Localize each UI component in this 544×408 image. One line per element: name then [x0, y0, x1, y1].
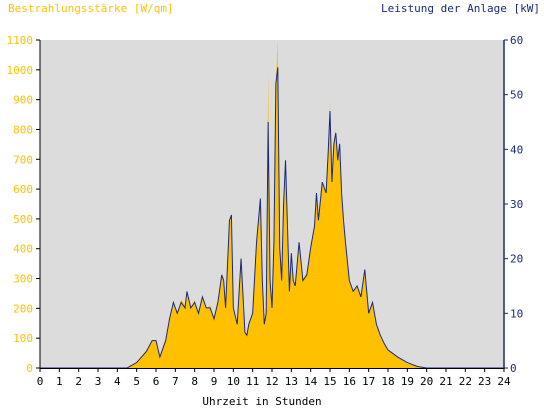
x-tick-label: 9: [211, 375, 218, 388]
y-left-tick-label: 600: [13, 183, 33, 196]
x-tick-label: 10: [227, 375, 240, 388]
y-right-tick-label: 30: [510, 198, 523, 211]
y-right-tick-label: 10: [510, 307, 523, 320]
x-tick-label: 18: [381, 375, 394, 388]
x-tick-label: 17: [362, 375, 375, 388]
y-left-tick-label: 400: [13, 243, 33, 256]
y-left-tick-label: 0: [26, 362, 33, 375]
x-tick-label: 11: [246, 375, 259, 388]
x-tick-label: 23: [478, 375, 491, 388]
x-tick-label: 12: [265, 375, 278, 388]
left-axis-title: Bestrahlungsstärke [W/qm]: [8, 2, 174, 15]
y-right-tick-label: 60: [510, 34, 523, 47]
x-tick-label: 16: [343, 375, 356, 388]
y-left-tick-label: 500: [13, 213, 33, 226]
y-left-tick-label: 1100: [7, 34, 34, 47]
x-tick-label: 15: [323, 375, 336, 388]
x-tick-label: 7: [172, 375, 179, 388]
y-left-tick-label: 200: [13, 302, 33, 315]
x-tick-label: 3: [95, 375, 102, 388]
y-right-tick-label: 50: [510, 89, 523, 102]
x-tick-label: 20: [420, 375, 433, 388]
y-left-tick-label: 900: [13, 94, 33, 107]
x-tick-label: 21: [439, 375, 452, 388]
y-right-tick-label: 40: [510, 143, 523, 156]
y-right-tick-label: 0: [510, 362, 517, 375]
x-tick-label: 8: [191, 375, 198, 388]
y-left-tick-label: 700: [13, 153, 33, 166]
x-tick-label: 2: [75, 375, 82, 388]
y-left-tick-label: 800: [13, 123, 33, 136]
x-tick-label: 4: [114, 375, 121, 388]
x-tick-label: 5: [133, 375, 140, 388]
x-tick-label: 13: [285, 375, 298, 388]
x-tick-label: 24: [497, 375, 511, 388]
y-left-tick-label: 1000: [7, 64, 34, 77]
x-tick-label: 0: [37, 375, 44, 388]
x-tick-label: 1: [56, 375, 63, 388]
x-tick-label: 19: [401, 375, 414, 388]
right-axis-title: Leistung der Anlage [kW]: [381, 2, 540, 15]
y-left-tick-label: 100: [13, 332, 33, 345]
y-left-tick-label: 300: [13, 273, 33, 286]
power-line: [40, 67, 504, 369]
y-right-tick-label: 20: [510, 253, 523, 266]
x-tick-label: 6: [153, 375, 160, 388]
x-tick-label: 14: [304, 375, 318, 388]
x-axis-title: Uhrzeit in Stunden: [202, 395, 321, 408]
x-tick-label: 22: [459, 375, 472, 388]
